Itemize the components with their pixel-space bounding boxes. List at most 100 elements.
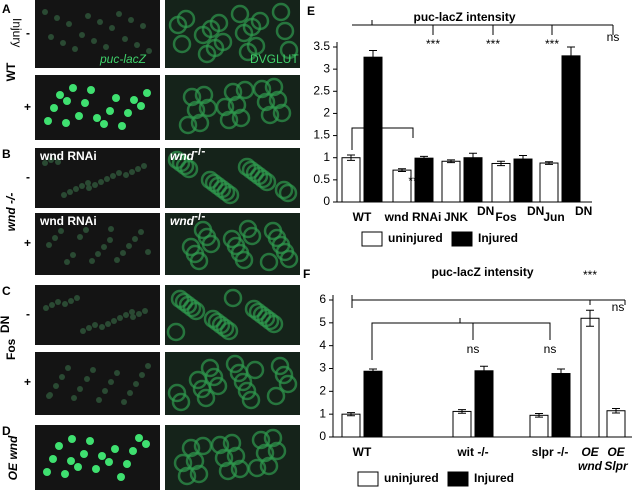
nucleus bbox=[271, 2, 291, 22]
error-bar bbox=[535, 412, 543, 418]
nucleus bbox=[214, 448, 234, 468]
nucleus bbox=[264, 77, 284, 97]
nucleus bbox=[140, 23, 146, 29]
condition: - bbox=[26, 26, 30, 40]
bar bbox=[341, 413, 361, 438]
nucleus bbox=[69, 84, 77, 92]
nucleus bbox=[171, 392, 191, 412]
condition: - bbox=[26, 307, 30, 321]
y-tick-label: 1.5 bbox=[313, 128, 330, 142]
nucleus bbox=[92, 182, 98, 188]
nucleus bbox=[223, 82, 243, 102]
row-label: WT bbox=[4, 62, 18, 81]
nucleus bbox=[192, 379, 212, 399]
nucleus bbox=[233, 372, 253, 392]
bar bbox=[580, 317, 600, 438]
nucleus bbox=[64, 259, 70, 265]
nucleus bbox=[238, 42, 258, 62]
nucleus bbox=[102, 388, 108, 394]
nucleus bbox=[185, 451, 205, 471]
nucleus bbox=[55, 159, 61, 165]
nucleus bbox=[133, 381, 139, 387]
nucleus bbox=[117, 315, 123, 321]
nucleus bbox=[167, 150, 187, 170]
y-tick-label: 0.5 bbox=[313, 172, 330, 186]
nucleus bbox=[92, 465, 100, 473]
nucleus bbox=[146, 48, 152, 54]
nucleus bbox=[272, 103, 292, 123]
nucleus bbox=[46, 393, 52, 399]
nucleus bbox=[79, 183, 85, 189]
nucleus bbox=[255, 443, 275, 463]
bracket bbox=[371, 318, 551, 360]
nucleus bbox=[105, 321, 111, 327]
error-bar bbox=[369, 368, 377, 375]
nucleus bbox=[127, 390, 133, 396]
nucleus bbox=[95, 251, 101, 257]
nucleus bbox=[62, 301, 68, 307]
nucleus bbox=[247, 458, 267, 478]
nucleus bbox=[56, 91, 64, 99]
nucleus bbox=[189, 464, 209, 484]
nucleus bbox=[85, 180, 91, 186]
nucleus bbox=[138, 229, 144, 235]
nucleus bbox=[42, 9, 48, 15]
error-bar bbox=[420, 155, 428, 161]
nucleus bbox=[43, 468, 51, 476]
nucleus bbox=[237, 381, 257, 401]
x-tick-sup: DN bbox=[575, 204, 592, 218]
nucleus bbox=[267, 441, 287, 461]
nucleus bbox=[227, 95, 247, 115]
panel-letter: B bbox=[2, 147, 11, 161]
nucleus bbox=[279, 40, 299, 60]
nucleus bbox=[117, 473, 125, 481]
nucleus bbox=[77, 234, 83, 240]
nucleus bbox=[54, 15, 60, 21]
nucleus bbox=[85, 13, 91, 19]
y-tick-label: 3 bbox=[323, 61, 330, 75]
y-tick-label: 0 bbox=[323, 194, 330, 208]
bar bbox=[363, 56, 383, 203]
nucleus bbox=[109, 25, 115, 31]
nucleus bbox=[89, 258, 95, 264]
nucleus bbox=[219, 110, 239, 130]
stain-label: puc-lacZ bbox=[99, 52, 147, 66]
nucleus bbox=[166, 322, 186, 342]
nucleus bbox=[251, 430, 271, 450]
nucleus bbox=[43, 305, 49, 311]
nucleus bbox=[137, 102, 145, 110]
panel-letter: A bbox=[2, 2, 11, 16]
nucleus bbox=[130, 96, 138, 104]
nucleus bbox=[98, 179, 104, 185]
bar bbox=[363, 370, 383, 438]
nucleus bbox=[105, 458, 113, 466]
nucleus bbox=[207, 312, 227, 332]
nucleus bbox=[86, 325, 92, 331]
nucleus bbox=[116, 11, 122, 17]
nucleus bbox=[173, 453, 193, 473]
nucleus bbox=[259, 252, 279, 272]
nucleus bbox=[116, 170, 122, 176]
nucleus bbox=[181, 237, 201, 257]
genotype-sup: -/- bbox=[194, 144, 205, 158]
nucleus bbox=[61, 470, 69, 478]
nucleus bbox=[83, 227, 89, 233]
nucleus bbox=[114, 257, 120, 263]
nucleus bbox=[84, 376, 90, 382]
image bbox=[35, 0, 160, 68]
nucleus bbox=[72, 46, 78, 52]
nucleus bbox=[230, 4, 250, 24]
nucleus bbox=[101, 244, 107, 250]
error-bar bbox=[398, 168, 406, 172]
nucleus bbox=[52, 235, 58, 241]
nucleus bbox=[234, 23, 254, 43]
nucleus bbox=[42, 160, 48, 166]
nucleus bbox=[122, 36, 128, 42]
bar bbox=[539, 162, 559, 203]
error-bar bbox=[497, 160, 505, 167]
nucleus bbox=[65, 365, 71, 371]
nucleus bbox=[123, 172, 129, 178]
nucleus bbox=[50, 104, 58, 112]
nucleus bbox=[110, 173, 116, 179]
chart-title: puc-lacZ intensity bbox=[431, 265, 533, 279]
